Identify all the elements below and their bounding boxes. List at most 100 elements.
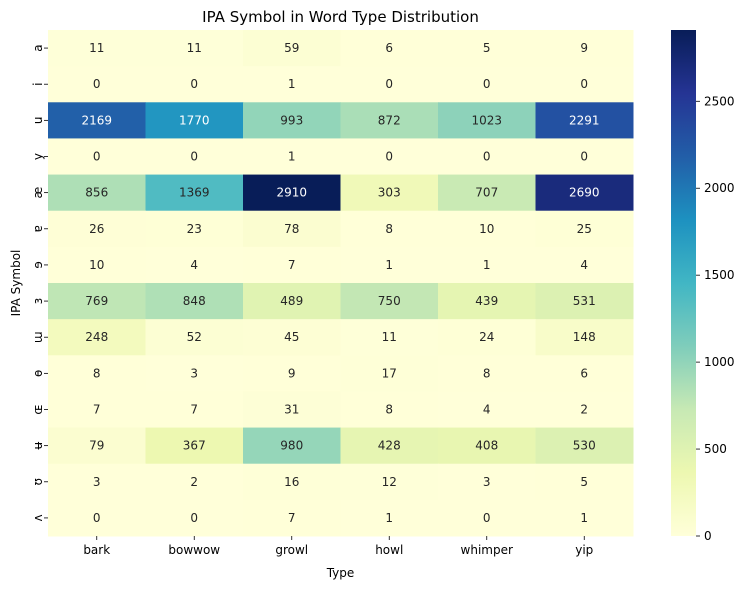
cell-value-label: 0 (483, 77, 491, 91)
cell-value-label: 1 (288, 150, 296, 164)
cell-value-label: 31 (284, 403, 299, 417)
cell-value-label: 6 (385, 41, 393, 55)
y-tick-label: ɐ (31, 225, 45, 232)
cell-value-label: 2291 (569, 113, 600, 127)
cell-value-label: 11 (382, 330, 397, 344)
heatmap-cell (340, 210, 439, 248)
y-tick-label: ʌ (31, 514, 45, 521)
heatmap-cell (243, 463, 341, 501)
heatmap-cell (535, 246, 634, 284)
x-tick-label: whimper (461, 543, 513, 557)
heatmap-cell (535, 138, 634, 176)
cell-value-label: 0 (483, 511, 491, 525)
cell-value-label: 0 (93, 77, 101, 91)
cell-value-label: 769 (85, 294, 108, 308)
heatmap-cell (243, 30, 341, 67)
cell-value-label: 11 (89, 41, 104, 55)
heatmap-cell (145, 174, 244, 212)
y-tick-label: ʊ (31, 478, 45, 485)
heatmap-cell (48, 66, 146, 103)
colorbar (671, 30, 696, 536)
cell-value-label: 4 (580, 258, 588, 272)
y-tick-label: ɵ (31, 370, 45, 377)
cell-value-label: 52 (187, 330, 202, 344)
heatmap-cell (340, 427, 439, 465)
heatmap-cell (48, 246, 146, 284)
cell-value-label: 0 (385, 150, 393, 164)
heatmap-cell (48, 463, 146, 501)
cell-value-label: 3 (190, 366, 198, 380)
y-tick-label: æ (31, 187, 45, 199)
heatmap-cell (145, 210, 244, 248)
heatmap-cell (340, 246, 439, 284)
heatmap-cell (438, 319, 536, 356)
y-tick-label: ʉ (31, 441, 45, 449)
cell-value-label: 7 (190, 403, 198, 417)
cell-value-label: 8 (385, 403, 393, 417)
cell-value-label: 8 (385, 222, 393, 236)
cell-value-label: 16 (284, 475, 299, 489)
cell-value-label: 78 (284, 222, 299, 236)
heatmap-cell (438, 30, 536, 67)
heatmap-cell (48, 138, 146, 176)
cell-value-label: 993 (280, 113, 303, 127)
cell-value-label: 4 (483, 403, 491, 417)
y-tick-label: ɜ (31, 298, 45, 304)
cell-value-label: 489 (280, 294, 303, 308)
heatmap-cell (48, 102, 146, 139)
heatmap-cell (340, 463, 439, 501)
heatmap-cell (243, 246, 341, 284)
colorbar-tick-label: 2500 (704, 94, 735, 108)
cell-value-label: 26 (89, 222, 104, 236)
cell-value-label: 439 (475, 294, 498, 308)
heatmap-cell (145, 463, 244, 501)
colorbar-tick-label: 2000 (704, 181, 735, 195)
cell-value-label: 3 (483, 475, 491, 489)
x-tick-label: bowwow (168, 543, 220, 557)
cell-value-label: 408 (475, 439, 498, 453)
heatmap-cell (535, 30, 634, 67)
cell-value-label: 59 (284, 41, 299, 55)
cell-value-label: 3 (93, 475, 101, 489)
cell-value-label: 1 (385, 258, 393, 272)
cell-value-label: 2169 (81, 113, 112, 127)
heatmap-cell (340, 102, 439, 139)
cell-value-label: 0 (190, 77, 198, 91)
heatmap-cell (438, 210, 536, 248)
cell-value-label: 750 (378, 294, 401, 308)
heatmap-cell (438, 138, 536, 176)
cell-value-label: 872 (378, 113, 401, 127)
cell-value-label: 0 (580, 150, 588, 164)
heatmap-cell (243, 283, 341, 320)
heatmap-cell (535, 210, 634, 248)
cell-value-label: 0 (385, 77, 393, 91)
heatmap-cell (535, 283, 634, 320)
cell-value-label: 531 (573, 294, 596, 308)
y-tick-label: ɯ (31, 331, 45, 343)
heatmap-cell (145, 66, 244, 103)
cell-value-label: 0 (580, 77, 588, 91)
heatmap-cell (535, 102, 634, 139)
y-axis-ticks: a i u y æ ɐ ɘ ɜ ɯ ɵ ɶ ʉ ʊ ʌ (31, 44, 48, 521)
cell-value-label: 45 (284, 330, 299, 344)
colorbar-tick-label: 0 (704, 529, 712, 543)
cell-value-label: 1770 (179, 113, 210, 127)
cell-value-label: 17 (382, 366, 397, 380)
heatmap-cell (535, 66, 634, 103)
heatmap-cell (340, 138, 439, 176)
y-tick-label: i (31, 83, 45, 86)
y-tick-label: ɶ (31, 404, 45, 414)
heatmap-cell (340, 283, 439, 320)
heatmap-cell (438, 463, 536, 501)
cell-value-label: 2 (580, 403, 588, 417)
colorbar-tick-label: 500 (704, 442, 727, 456)
cell-value-label: 2690 (569, 186, 600, 200)
cell-value-label: 1 (580, 511, 588, 525)
x-tick-label: bark (83, 543, 110, 557)
heatmap-cell (340, 355, 439, 392)
heatmap-cell (340, 30, 439, 67)
heatmap-cell (145, 102, 244, 139)
heatmap-cell (535, 391, 634, 429)
cell-value-label: 24 (479, 330, 494, 344)
heatmap-cell (145, 355, 244, 392)
